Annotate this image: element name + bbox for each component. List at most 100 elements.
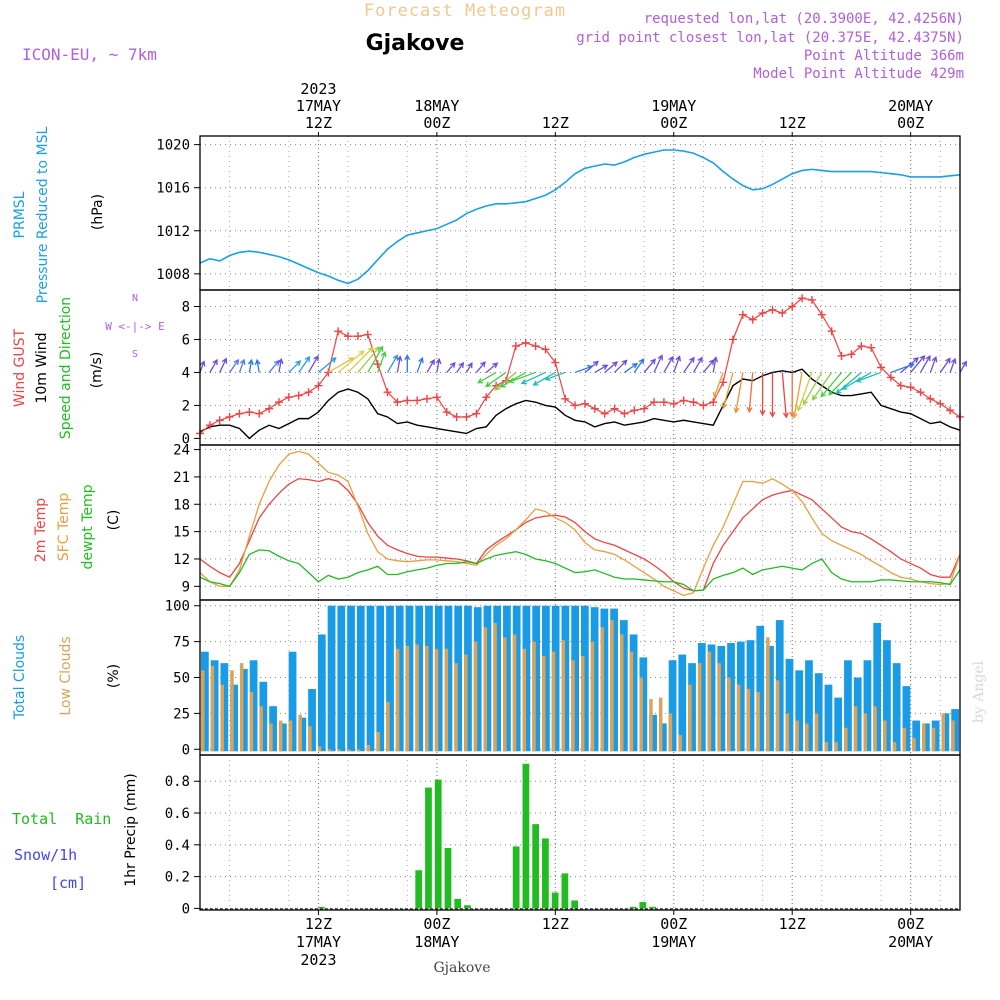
- total-cloud-bar: [239, 668, 248, 752]
- total-cloud-bar: [736, 641, 745, 752]
- total-cloud-bar: [483, 605, 492, 752]
- total-cloud-bar: [668, 660, 677, 752]
- precip-bar: [551, 892, 559, 909]
- wind-gust-line: [199, 297, 961, 434]
- gust-marker: [758, 309, 767, 318]
- total-cloud-bar: [512, 605, 521, 752]
- gust-marker: [620, 409, 629, 418]
- total-cloud-bar: [298, 717, 307, 752]
- gust-marker: [442, 408, 451, 417]
- gust-marker: [531, 342, 540, 351]
- gust-marker: [817, 310, 826, 319]
- total-cloud-bar: [658, 723, 667, 752]
- precip-label-rain: Total Rain: [12, 810, 111, 828]
- precip-tick-label: 0.2: [165, 870, 190, 886]
- total-cloud-bar: [405, 605, 414, 752]
- wind-direction-arrow: [802, 372, 823, 406]
- precip-bar: [512, 846, 520, 909]
- pressure-tick-label: 1012: [156, 224, 190, 240]
- cloud-label-low: Low Clouds: [58, 636, 74, 715]
- precip-bar: [571, 900, 578, 909]
- total-cloud-bar: [415, 605, 424, 752]
- low-cloud-bar: [551, 651, 556, 752]
- low-cloud-bar: [922, 723, 926, 752]
- low-cloud-bar: [600, 627, 604, 752]
- wind-tick-label: 2: [182, 398, 190, 414]
- wind-direction-arrow: [919, 354, 931, 373]
- total-cloud-bar: [795, 670, 804, 752]
- precip-bar: [454, 898, 462, 909]
- wind-direction-arrow: [900, 357, 919, 373]
- gust-marker: [383, 388, 392, 397]
- low-cloud-bar: [658, 697, 663, 752]
- wind-direction-arrow: [712, 356, 719, 373]
- model-label: ICON-EU, ~ 7km: [22, 45, 157, 64]
- wind-direction-arrow: [624, 362, 638, 373]
- gust-marker: [432, 393, 441, 402]
- wind-tick-label: 6: [182, 332, 190, 348]
- gust-marker: [284, 393, 293, 402]
- precip-panel: Total Rain Snow/1h [cm] 1hr Precip (mm): [12, 773, 139, 892]
- low-cloud-bar: [415, 644, 419, 752]
- temp-series-line-0: [199, 478, 961, 592]
- low-cloud-bar: [717, 663, 721, 752]
- wind-direction-arrow: [508, 371, 536, 384]
- low-cloud-bar: [678, 734, 682, 752]
- low-cloud-bar: [805, 723, 809, 752]
- bottom-time-label: 12Z: [779, 915, 806, 933]
- gust-marker: [551, 358, 560, 367]
- low-cloud-bar: [697, 663, 702, 752]
- temp-label-sfc: SFC Temp: [56, 493, 72, 562]
- gust-marker: [452, 412, 461, 421]
- precip-bar: [542, 838, 549, 909]
- low-cloud-bar: [425, 645, 429, 752]
- pressure-unit: (hPa): [90, 194, 106, 230]
- precip-tick-label: 0.6: [165, 806, 190, 822]
- total-cloud-bar: [746, 640, 755, 752]
- wind-tick-label: 8: [182, 299, 190, 315]
- gust-marker: [669, 399, 678, 408]
- pressure-label-prmsl: PRMSL: [12, 191, 28, 238]
- precip-bar: [464, 905, 471, 909]
- gust-marker: [363, 330, 372, 339]
- low-cloud-bar: [444, 648, 449, 752]
- temp-series-line-2: [199, 549, 961, 592]
- precip-axis-title: 1hr Precip (mm): [123, 773, 139, 886]
- temp-tick-label: 21: [173, 470, 190, 486]
- total-cloud-bar: [425, 605, 433, 752]
- top-time-label: 00Z: [897, 114, 924, 132]
- total-cloud-bar: [317, 634, 326, 752]
- wind-direction-arrow: [828, 371, 852, 396]
- clouds-tick-label: 25: [173, 706, 190, 722]
- total-cloud-bar: [824, 684, 833, 752]
- wind-direction-arrow: [229, 358, 240, 373]
- gust-marker: [877, 363, 886, 372]
- gust-marker: [304, 388, 313, 397]
- pressure-tick-label: 1020: [156, 138, 190, 154]
- wind-direction-arrow: [791, 372, 803, 419]
- pressure-plot-area: 1008 1012 1016 1020: [156, 136, 960, 290]
- wind-direction-arrow: [643, 358, 656, 373]
- total-cloud-bar: [337, 605, 346, 752]
- bottom-time-label: 12Z: [542, 915, 569, 933]
- wind-direction-arrow: [811, 372, 833, 401]
- wind-direction-arrow: [721, 372, 734, 410]
- low-cloud-bar: [308, 726, 312, 752]
- wind-direction-arrow: [426, 358, 435, 373]
- bottom-time-label: 20MAY: [888, 933, 933, 951]
- wind-direction-arrow: [475, 361, 486, 373]
- low-cloud-bar: [756, 691, 760, 752]
- wind-direction-arrow: [929, 356, 938, 373]
- low-cloud-bar: [278, 720, 283, 752]
- wind-direction-arrow: [494, 371, 517, 391]
- compass-south: S: [132, 349, 138, 360]
- gust-marker: [650, 398, 659, 407]
- low-cloud-bar: [239, 663, 244, 752]
- credit-watermark: by Angel: [971, 660, 987, 723]
- low-cloud-bar: [912, 737, 916, 752]
- wind-label-speed-dir: Speed and Direction: [58, 297, 74, 439]
- gust-marker: [886, 373, 895, 382]
- low-cloud-bar: [561, 640, 565, 752]
- low-cloud-bar: [269, 723, 273, 752]
